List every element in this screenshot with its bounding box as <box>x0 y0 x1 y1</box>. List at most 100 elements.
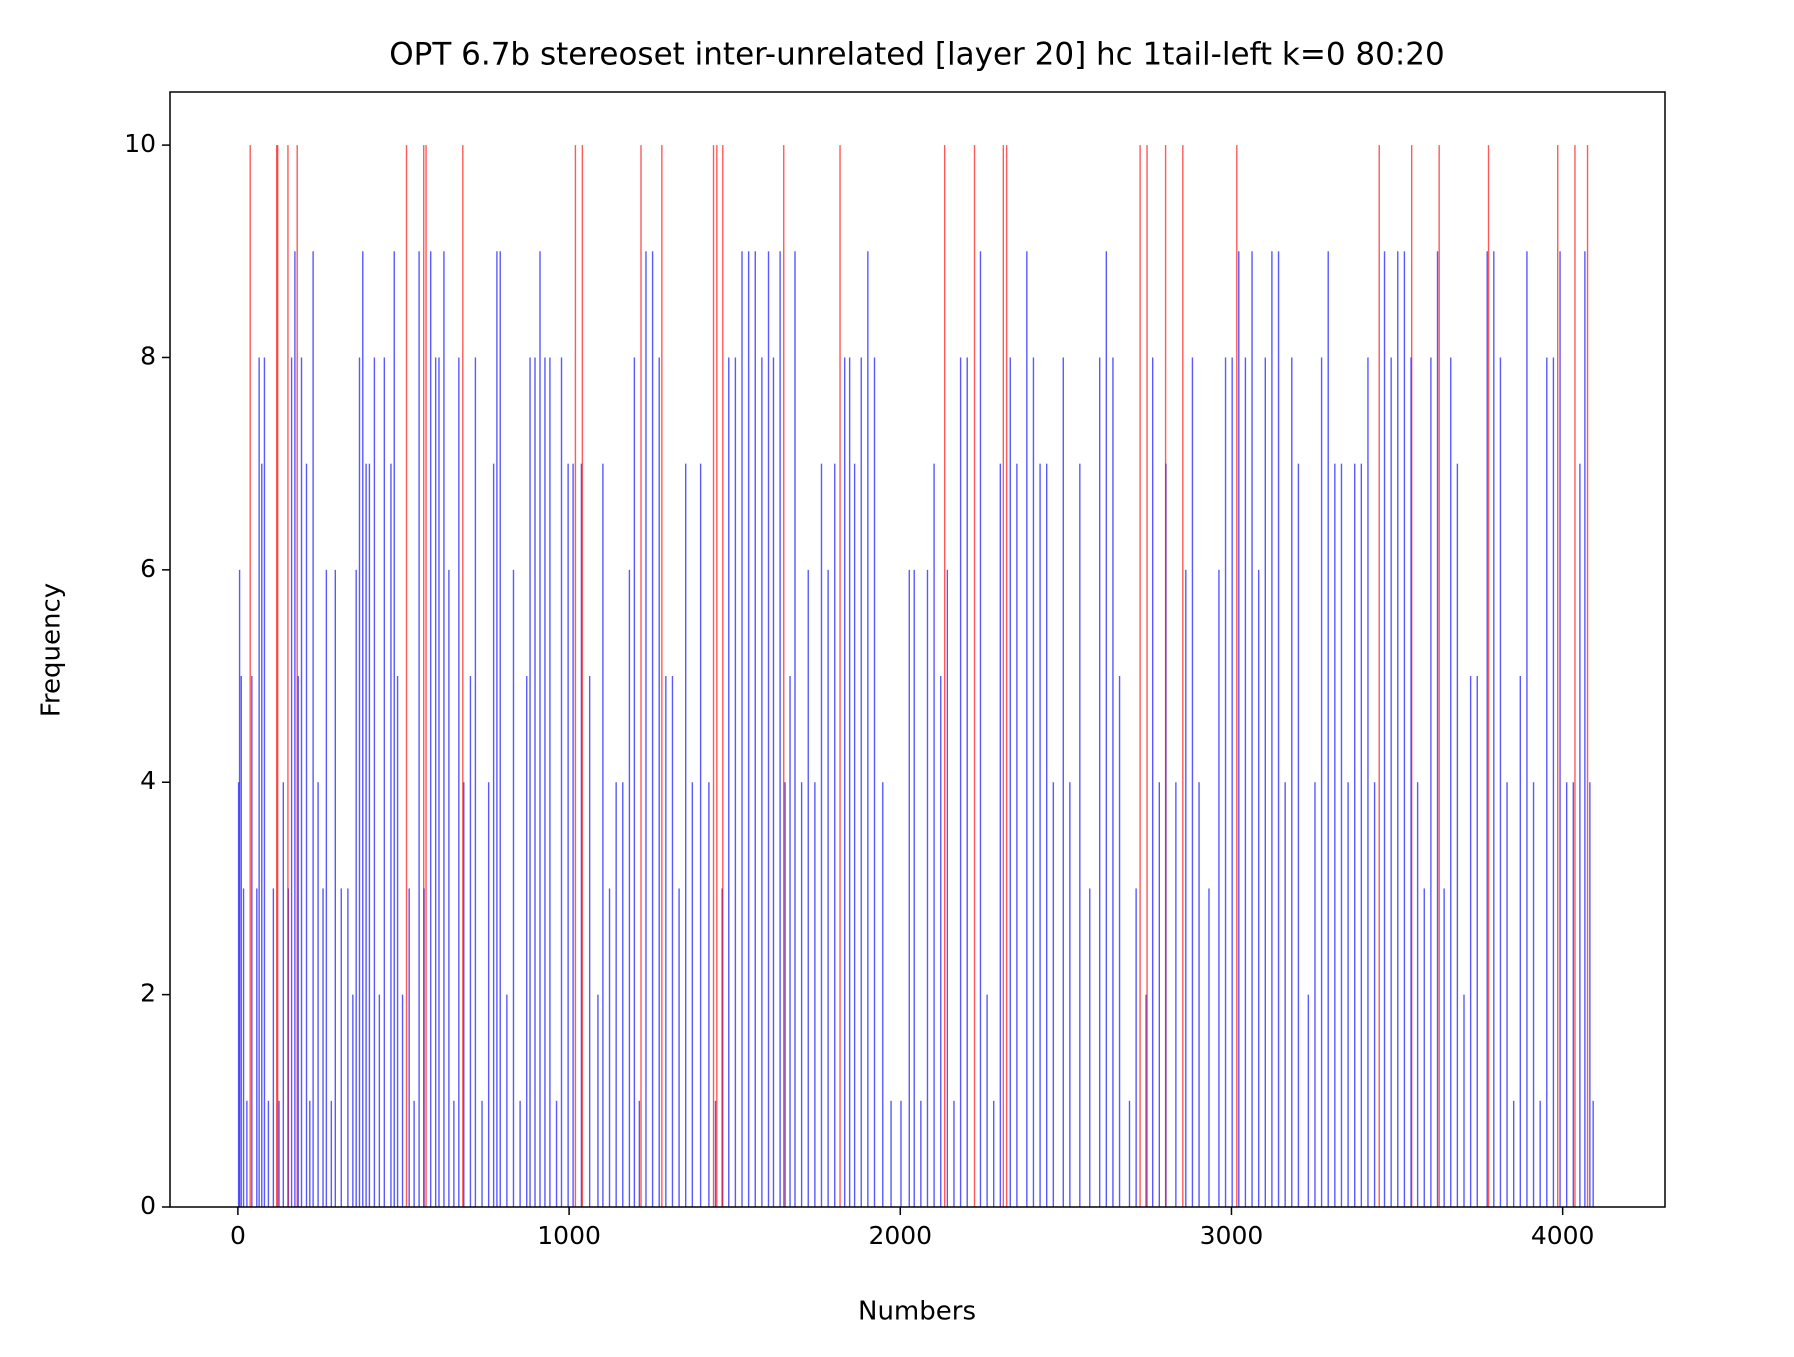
bar <box>1052 782 1055 1207</box>
bar <box>1532 782 1535 1207</box>
bar <box>1574 145 1576 1208</box>
bar <box>355 569 357 1207</box>
bar <box>699 463 702 1208</box>
bar <box>249 145 251 1208</box>
bar <box>347 888 349 1207</box>
bar <box>1005 145 1008 1208</box>
bar <box>1231 357 1233 1207</box>
x-tick-label: 4000 <box>1531 1221 1595 1250</box>
bar <box>1307 994 1310 1207</box>
bar <box>1416 782 1419 1207</box>
bar <box>1185 569 1187 1207</box>
bar <box>263 357 266 1207</box>
bar <box>1499 357 1502 1207</box>
bar <box>282 782 285 1207</box>
bar <box>658 357 660 1207</box>
bar <box>496 251 498 1208</box>
bar <box>1373 782 1376 1207</box>
bar <box>860 357 862 1207</box>
bar <box>908 569 910 1207</box>
bar <box>272 888 275 1207</box>
bar <box>741 251 743 1208</box>
bar <box>1469 676 1472 1207</box>
bar <box>425 145 427 1208</box>
bar <box>843 357 846 1207</box>
bar <box>278 1100 280 1207</box>
y-tick-label: 8 <box>140 341 156 370</box>
bar <box>1450 357 1452 1207</box>
bar <box>1360 463 1363 1208</box>
y-tick-label: 6 <box>140 554 156 583</box>
bar <box>296 145 298 1208</box>
bar <box>820 463 823 1208</box>
bar <box>1164 145 1167 1208</box>
bar <box>1069 782 1071 1207</box>
bar <box>334 569 337 1207</box>
bar <box>1098 357 1101 1207</box>
bar <box>1430 357 1432 1207</box>
bar <box>378 994 381 1207</box>
bar <box>1244 357 1247 1207</box>
bar <box>512 569 515 1207</box>
bar <box>714 1100 717 1207</box>
bar <box>890 1100 892 1207</box>
bar <box>393 251 395 1208</box>
bar <box>1383 251 1386 1208</box>
bar <box>959 357 962 1207</box>
bar <box>322 888 324 1207</box>
bar <box>487 782 490 1207</box>
bar <box>362 251 364 1208</box>
bar <box>747 251 750 1208</box>
bar <box>1565 782 1568 1207</box>
bar <box>794 251 796 1208</box>
bar <box>1463 994 1465 1207</box>
bar <box>373 357 376 1207</box>
bar <box>1238 251 1240 1208</box>
bar <box>1378 145 1380 1208</box>
bar <box>1208 888 1210 1207</box>
bar <box>691 782 694 1207</box>
bar <box>238 569 241 1207</box>
y-axis-label: Frequency <box>37 583 67 717</box>
bar <box>287 145 289 1208</box>
plot-frame <box>169 91 1666 1208</box>
bar <box>1046 463 1048 1208</box>
bar <box>580 463 583 1208</box>
bar <box>1347 782 1349 1207</box>
bar <box>544 357 546 1207</box>
bar <box>237 782 240 1207</box>
bar <box>242 888 245 1207</box>
bar <box>1546 357 1548 1207</box>
bar <box>405 145 408 1208</box>
bar <box>800 782 803 1207</box>
bar <box>492 463 495 1208</box>
bar <box>661 145 663 1208</box>
bar <box>1334 463 1336 1208</box>
bar <box>772 357 775 1207</box>
bar <box>1397 251 1399 1208</box>
bar <box>396 676 399 1207</box>
bar <box>358 357 361 1207</box>
y-tick-label: 4 <box>140 766 156 795</box>
bar <box>867 251 869 1208</box>
bar <box>827 569 829 1207</box>
bar <box>448 569 450 1207</box>
bar <box>767 251 770 1208</box>
bar <box>1552 357 1555 1207</box>
bar <box>685 463 687 1208</box>
bar <box>240 676 242 1207</box>
bar <box>1423 888 1425 1207</box>
bar <box>1354 463 1356 1208</box>
bar <box>246 1100 248 1207</box>
bar <box>722 145 724 1208</box>
bar <box>920 1100 922 1207</box>
bar <box>1079 463 1081 1208</box>
bar <box>1128 1100 1131 1207</box>
bar <box>943 145 946 1208</box>
bar <box>572 463 574 1208</box>
bar <box>933 463 935 1208</box>
bar <box>474 357 477 1207</box>
bar <box>678 888 680 1207</box>
y-tick-label: 0 <box>140 1191 156 1220</box>
